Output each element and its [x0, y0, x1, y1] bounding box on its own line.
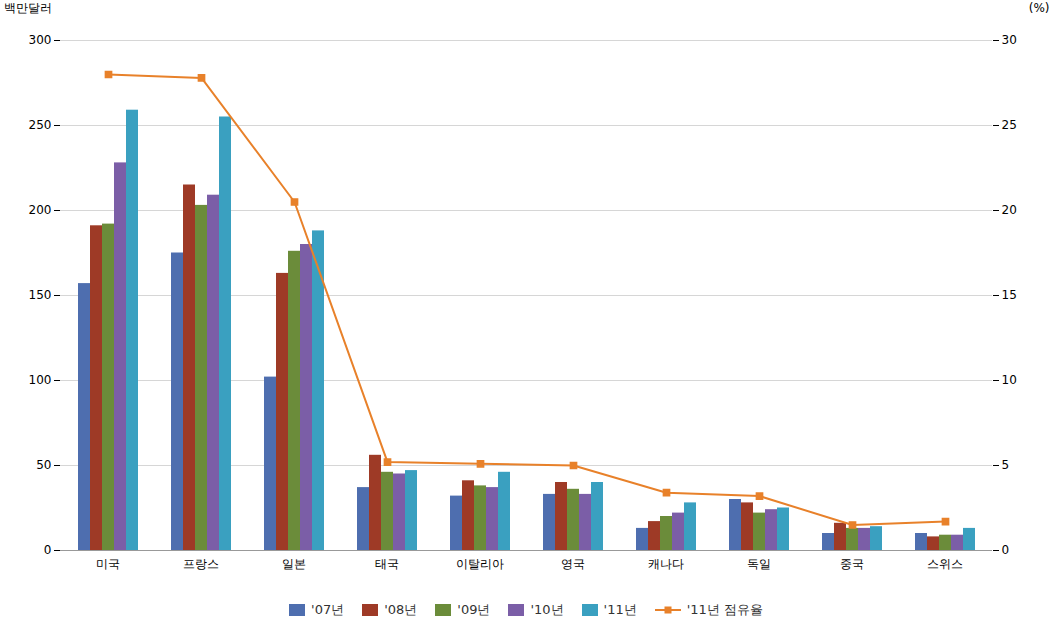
svg-text:20: 20	[1002, 203, 1017, 217]
html-text:'11년 점유율: '11년 점유율	[686, 602, 763, 617]
svg-text:150: 150	[29, 288, 52, 302]
svg-text:10: 10	[1002, 373, 1017, 387]
svg-text:태국: 태국	[375, 557, 399, 571]
svg-text:50: 50	[36, 458, 51, 472]
html-text:'10년: '10년	[530, 602, 564, 617]
svg-text:일본: 일본	[282, 557, 306, 571]
svg-text:(%): (%)	[1029, 1, 1050, 15]
svg-text:0: 0	[1002, 543, 1010, 557]
svg-text:300: 300	[29, 33, 52, 47]
html-text:'11년: '11년	[603, 602, 637, 617]
html-text:'09년: '09년	[457, 602, 491, 617]
svg-text:스위스: 스위스	[927, 557, 963, 571]
svg-text:5: 5	[1002, 458, 1010, 472]
svg-text:캐나다: 캐나다	[648, 557, 684, 571]
svg-text:백만달러: 백만달러	[4, 1, 52, 15]
svg-text:이탈리아: 이탈리아	[456, 557, 504, 571]
svg-text:15: 15	[1002, 288, 1017, 302]
svg-text:25: 25	[1002, 118, 1017, 132]
svg-text:30: 30	[1002, 33, 1017, 47]
html-text:'07년: '07년	[311, 602, 345, 617]
html-text:'08년: '08년	[384, 602, 418, 617]
svg-text:0: 0	[44, 543, 52, 557]
svg-text:미국: 미국	[96, 557, 120, 571]
svg-text:중국: 중국	[840, 557, 864, 571]
svg-text:영국: 영국	[561, 557, 585, 571]
svg-text:250: 250	[29, 118, 52, 132]
svg-text:프랑스: 프랑스	[183, 557, 219, 571]
svg-text:독일: 독일	[747, 557, 771, 571]
svg-text:200: 200	[29, 203, 52, 217]
svg-text:100: 100	[29, 373, 52, 387]
